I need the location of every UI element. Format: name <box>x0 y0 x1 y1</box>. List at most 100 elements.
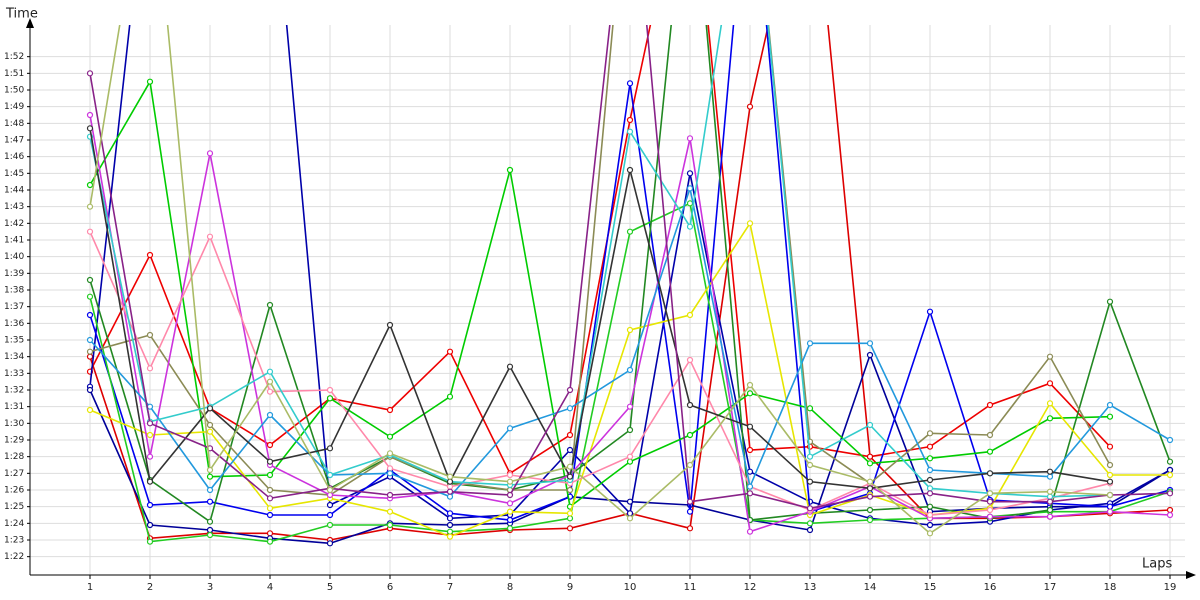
point <box>206 518 214 525</box>
point <box>986 448 994 455</box>
x-tick-label: 5 <box>327 582 333 593</box>
point <box>266 511 274 519</box>
y-tick-label: 1:48 <box>4 119 24 129</box>
point <box>146 431 154 439</box>
point <box>926 466 934 474</box>
point <box>566 386 574 394</box>
point <box>86 228 94 235</box>
y-tick-label: 1:28 <box>4 452 24 462</box>
point <box>506 508 514 515</box>
y-tick-label: 1:31 <box>4 402 24 412</box>
x-tick-label: 9 <box>567 582 573 593</box>
point <box>506 166 514 174</box>
point <box>266 495 274 502</box>
point <box>266 388 274 395</box>
point <box>386 521 394 529</box>
point <box>926 521 934 529</box>
point <box>326 471 334 479</box>
x-tick-label: 16 <box>984 582 997 593</box>
point <box>206 498 214 505</box>
x-tick-label: 4 <box>267 582 273 593</box>
point <box>1046 415 1054 422</box>
point <box>386 491 394 499</box>
point <box>626 228 634 235</box>
point <box>746 446 754 454</box>
point <box>626 510 634 517</box>
point <box>86 311 94 319</box>
point <box>1106 471 1114 479</box>
point <box>686 170 694 177</box>
point <box>146 501 154 509</box>
point <box>446 393 454 400</box>
point <box>146 478 154 485</box>
point <box>86 293 94 300</box>
y-tick-label: 1:36 <box>4 319 24 329</box>
point <box>686 431 694 439</box>
point <box>386 450 394 457</box>
point <box>86 406 94 414</box>
point <box>686 508 694 515</box>
point <box>86 203 94 210</box>
point <box>146 538 154 545</box>
point <box>626 515 634 522</box>
point <box>326 386 334 394</box>
point <box>206 526 214 534</box>
point <box>806 453 814 460</box>
point <box>446 528 454 535</box>
point <box>446 533 454 540</box>
point <box>626 366 634 374</box>
point <box>926 485 934 492</box>
point <box>206 233 214 240</box>
point <box>926 503 934 510</box>
point <box>506 500 514 507</box>
y-tick-label: 1:52 <box>4 52 24 62</box>
point <box>386 433 394 440</box>
point <box>566 525 574 532</box>
point <box>866 478 874 485</box>
point <box>806 405 814 412</box>
point <box>746 483 754 490</box>
point <box>806 478 814 485</box>
y-axis-label: Time <box>5 7 38 22</box>
point <box>1106 491 1114 499</box>
point <box>446 521 454 529</box>
point <box>206 421 214 429</box>
x-tick-label: 13 <box>804 582 817 593</box>
point <box>1106 443 1114 450</box>
point <box>926 530 934 537</box>
series-line <box>89 25 1111 535</box>
point <box>266 368 274 375</box>
y-tick-label: 1:22 <box>4 552 24 562</box>
point <box>1046 473 1054 480</box>
point <box>746 103 754 110</box>
point <box>1106 298 1114 305</box>
point <box>1046 498 1054 505</box>
y-tick-label: 1:27 <box>4 469 24 479</box>
x-tick-label: 3 <box>207 582 213 593</box>
point <box>146 453 154 460</box>
point <box>626 403 634 410</box>
point <box>686 135 694 142</box>
y-tick-label: 1:41 <box>4 236 24 246</box>
point <box>866 506 874 514</box>
point <box>1046 380 1054 387</box>
point <box>806 505 814 512</box>
point <box>926 511 934 519</box>
point <box>266 301 274 309</box>
plot-area <box>86 25 1174 547</box>
point <box>86 70 94 77</box>
point <box>926 308 934 315</box>
x-tick-label: 14 <box>864 582 877 593</box>
point <box>1166 436 1174 444</box>
y-tick-label: 1:49 <box>4 102 24 112</box>
point <box>206 150 214 157</box>
x-tick-label: 11 <box>684 582 697 593</box>
point <box>86 386 94 394</box>
point <box>446 483 454 490</box>
point <box>866 351 874 359</box>
point <box>746 528 754 535</box>
point <box>686 525 694 532</box>
point <box>446 515 454 522</box>
point <box>506 478 514 485</box>
point <box>146 521 154 529</box>
